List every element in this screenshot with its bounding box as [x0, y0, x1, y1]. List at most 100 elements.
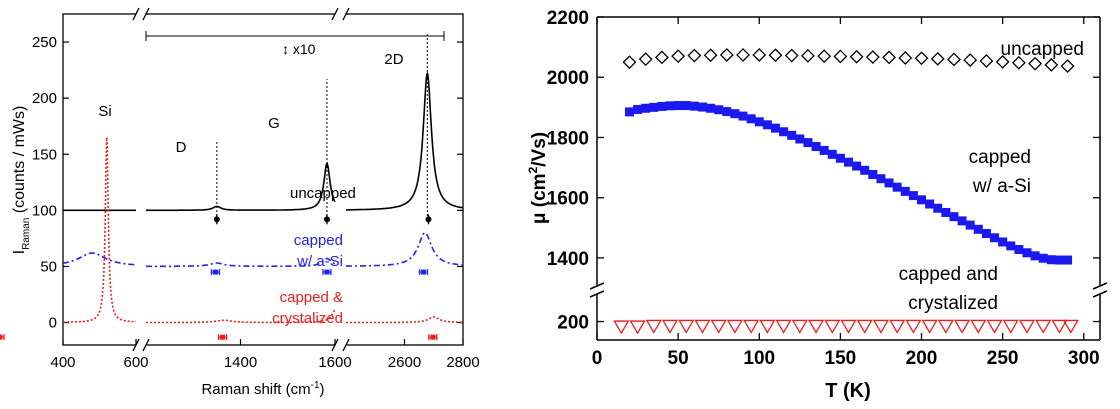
data-point-capped-a-si [722, 107, 732, 117]
data-point-uncapped [752, 48, 767, 62]
series-label-1: w/ a-Si [296, 253, 343, 270]
data-point-uncapped [930, 51, 945, 66]
data-point-capped-a-si [681, 101, 691, 111]
data-point-capped-a-si [803, 138, 813, 148]
data-point-capped-a-si [795, 134, 805, 144]
data-point-capped-a-si [657, 101, 667, 111]
axis-break-gap-bottom [335, 342, 346, 348]
data-point-capped-a-si [779, 127, 789, 137]
y-tick-label: 150 [32, 146, 57, 163]
data-point-capped-a-si [819, 145, 829, 155]
plot-frame [62, 13, 464, 346]
data-point-capped-crystalized [661, 319, 679, 334]
data-point-capped-crystalized [856, 319, 873, 334]
data-point-capped-a-si [868, 170, 878, 180]
data-point-uncapped [654, 50, 669, 65]
data-point-capped-a-si [762, 120, 772, 130]
data-point-capped-crystalized [986, 319, 1003, 334]
data-point-capped-crystalized [807, 319, 825, 334]
data-point-capped-a-si [835, 153, 845, 163]
data-point-capped-a-si [1054, 255, 1064, 265]
axis-break-slash [331, 7, 339, 21]
data-point-uncapped [703, 48, 718, 63]
axis-break-slash [142, 338, 150, 352]
y-axis-label: IRaman (counts / mWs) [11, 106, 32, 255]
peak-position-marker [324, 269, 330, 275]
data-point-capped-crystalized [953, 319, 971, 334]
data-point-capped-a-si [852, 161, 862, 171]
data-point-capped-a-si [1022, 248, 1032, 258]
data-point-uncapped [817, 49, 832, 64]
data-point-capped-a-si [641, 103, 651, 113]
axis-break-slash [142, 7, 150, 21]
data-point-capped-a-si [738, 111, 748, 121]
data-point-capped-a-si [697, 102, 707, 112]
x-tick-label: 1600 [318, 354, 351, 371]
peak-label-2d: 2D [384, 51, 403, 68]
data-point-uncapped [768, 48, 783, 63]
series-label-0: uncapped [1001, 39, 1084, 60]
peak-position-marker [323, 216, 330, 223]
peak-position-marker [220, 334, 226, 340]
y-tick-label: 2200 [547, 8, 589, 29]
data-point-uncapped [784, 48, 799, 63]
peak-label-d: D [176, 139, 187, 156]
data-point-capped-crystalized [1062, 319, 1079, 334]
data-point-capped-crystalized [970, 319, 987, 334]
data-point-capped-a-si [892, 182, 902, 192]
data-point-capped-a-si [649, 102, 659, 112]
x-tick-label: 150 [825, 348, 857, 369]
y-tick-label: 50 [40, 258, 57, 275]
data-point-uncapped [736, 48, 750, 62]
data-point-uncapped [1060, 59, 1075, 74]
scale-label: ↕ x10 [282, 41, 316, 57]
axis-break-gap-bottom [136, 342, 146, 348]
data-point-capped-a-si [730, 109, 740, 119]
data-point-uncapped [1044, 57, 1059, 72]
data-point-capped-a-si [746, 114, 756, 124]
data-point-capped-crystalized [1018, 319, 1036, 334]
axis-break-slash [1092, 290, 1108, 298]
peak-position-marker [425, 216, 432, 223]
data-point-uncapped [963, 53, 978, 67]
data-point-uncapped [671, 49, 686, 64]
data-point-capped-a-si [633, 104, 643, 114]
peak-position-marker [212, 269, 218, 275]
data-point-capped-a-si [933, 203, 943, 213]
data-point-capped-a-si [827, 149, 837, 159]
x-tick-label: 100 [743, 348, 775, 369]
data-point-capped-a-si [925, 199, 935, 209]
data-point-uncapped [914, 51, 929, 66]
axis-break-gap-top [335, 11, 346, 17]
data-point-capped-a-si [884, 178, 894, 188]
data-point-uncapped [865, 50, 880, 64]
series-label-2: crystalized [908, 293, 998, 314]
spectrum-capped-crystalized [63, 137, 463, 324]
y-tick-label: 200 [557, 313, 589, 334]
data-point-capped-a-si [1038, 253, 1048, 263]
axis-break-slash [1092, 282, 1108, 290]
data-point-capped-a-si [1014, 244, 1024, 254]
data-point-capped-a-si [1063, 255, 1073, 265]
axis-break-gap-top [136, 11, 146, 17]
x-tick-label: 400 [50, 354, 75, 371]
data-point-capped-a-si [673, 101, 683, 111]
data-point-capped-crystalized [872, 319, 890, 334]
y-tick-label: 200 [32, 90, 57, 107]
peak-position-marker [0, 334, 3, 340]
data-point-capped-a-si [973, 224, 983, 234]
data-point-capped-a-si [900, 186, 910, 196]
data-point-capped-crystalized [645, 319, 662, 334]
y-tick-label: 1600 [547, 189, 589, 210]
series-label-2: capped and [899, 264, 998, 285]
x-tick-label: 2800 [446, 354, 479, 371]
y-tick-label: 1800 [547, 128, 589, 149]
y-tick-label: 100 [32, 202, 57, 219]
data-point-capped-crystalized [726, 319, 744, 334]
data-point-capped-crystalized [759, 319, 776, 334]
data-point-uncapped [833, 49, 848, 64]
x-tick-label: 0 [592, 348, 603, 369]
data-point-uncapped [622, 55, 637, 70]
data-point-uncapped [995, 54, 1010, 69]
